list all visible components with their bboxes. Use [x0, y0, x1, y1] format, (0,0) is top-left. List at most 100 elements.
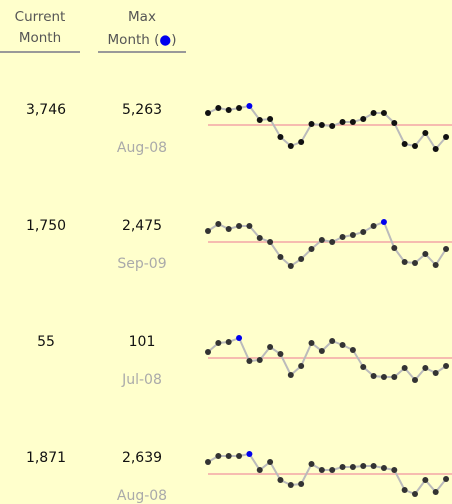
- spark-point: [256, 235, 263, 241]
- spark-point: [298, 139, 305, 145]
- spark-point: [308, 461, 315, 467]
- spark-point: [205, 349, 211, 355]
- spark-point: [360, 116, 367, 122]
- spark-point: [391, 467, 398, 473]
- spark-point: [215, 221, 222, 227]
- header-current: Month: [19, 30, 61, 46]
- spark-point: [360, 463, 367, 469]
- spark-point: [225, 453, 232, 459]
- max-value: 2,475: [122, 218, 162, 234]
- spark-point: [412, 377, 418, 383]
- spark-point: [391, 245, 398, 251]
- spark-point: [236, 453, 243, 459]
- max-value: 2,639: [122, 450, 162, 466]
- spark-point: [298, 481, 305, 487]
- max-value: 5,263: [122, 102, 162, 118]
- spark-point: [329, 467, 336, 473]
- spark-point: [391, 120, 398, 126]
- spark-point: [339, 342, 346, 348]
- spark-point: [215, 105, 222, 111]
- spark-point: [349, 232, 356, 238]
- spark-point: [432, 262, 439, 268]
- spark-point: [422, 365, 429, 371]
- spark-point: [339, 119, 346, 125]
- spark-point: [339, 234, 346, 240]
- spark-point: [422, 477, 429, 483]
- spark-point: [246, 451, 253, 457]
- current-value: 1,750: [26, 218, 66, 234]
- spark-point: [246, 358, 253, 364]
- spark-point: [225, 339, 232, 345]
- spark-point: [432, 370, 439, 376]
- spark-point: [370, 373, 377, 379]
- spark-point: [412, 491, 418, 497]
- spark-point: [256, 117, 263, 123]
- spark-point: [308, 340, 315, 346]
- spark-point: [391, 374, 398, 380]
- spark-point: [277, 351, 284, 357]
- spark-point: [277, 477, 284, 483]
- spark-point: [256, 467, 263, 473]
- spark-point: [401, 259, 408, 265]
- spark-point: [349, 464, 356, 470]
- spark-point: [318, 237, 325, 243]
- spark-point: [329, 338, 336, 344]
- spark-point: [349, 347, 356, 353]
- spark-point: [298, 363, 305, 369]
- spark-point: [443, 476, 450, 482]
- spark-point: [298, 256, 305, 262]
- current-value: 1,871: [26, 450, 66, 466]
- spark-point: [349, 119, 356, 125]
- spark-point: [380, 110, 387, 116]
- current-value: 3,746: [26, 102, 66, 118]
- header-max-dot: ●: [159, 32, 171, 48]
- spark-point: [360, 229, 367, 235]
- max-date: Sep-09: [117, 256, 166, 272]
- spark-point: [215, 340, 222, 346]
- spark-point: [277, 254, 284, 260]
- spark-point: [267, 239, 274, 245]
- spark-point: [236, 105, 243, 111]
- spark-point: [401, 365, 408, 371]
- spark-point: [308, 121, 315, 127]
- current-value: 55: [37, 334, 55, 350]
- spark-point: [318, 348, 325, 354]
- spark-point: [256, 357, 263, 363]
- spark-point: [246, 103, 253, 109]
- spark-point: [422, 251, 429, 257]
- spark-point: [412, 260, 418, 266]
- spark-point: [205, 110, 211, 116]
- spark-point: [287, 143, 294, 149]
- sparkline: [207, 220, 447, 268]
- header-max: Month (●): [108, 32, 177, 48]
- spark-point: [287, 482, 294, 488]
- spark-point: [318, 122, 325, 128]
- spark-point: [380, 465, 387, 471]
- sparkline: [207, 104, 447, 151]
- spark-point: [380, 219, 387, 225]
- spark-point: [329, 239, 336, 245]
- spark-point: [318, 467, 325, 473]
- spark-point: [432, 489, 439, 495]
- spark-point: [287, 263, 294, 269]
- header-max: Max: [128, 9, 156, 25]
- spark-point: [370, 223, 377, 229]
- spark-point: [401, 487, 408, 493]
- spark-point: [380, 374, 387, 380]
- header-max-text: Month (: [108, 32, 160, 48]
- spark-point: [236, 335, 243, 341]
- spark-point: [443, 246, 450, 252]
- max-date: Aug-08: [117, 140, 167, 156]
- max-date: Aug-08: [117, 488, 167, 504]
- spark-point: [205, 459, 211, 465]
- spark-point: [215, 453, 222, 459]
- spark-point: [236, 223, 243, 229]
- header-current: Current: [15, 9, 66, 25]
- sparkline: [207, 336, 447, 382]
- spark-point: [443, 134, 450, 140]
- spark-point: [370, 463, 377, 469]
- spark-point: [339, 464, 346, 470]
- spark-point: [412, 143, 418, 149]
